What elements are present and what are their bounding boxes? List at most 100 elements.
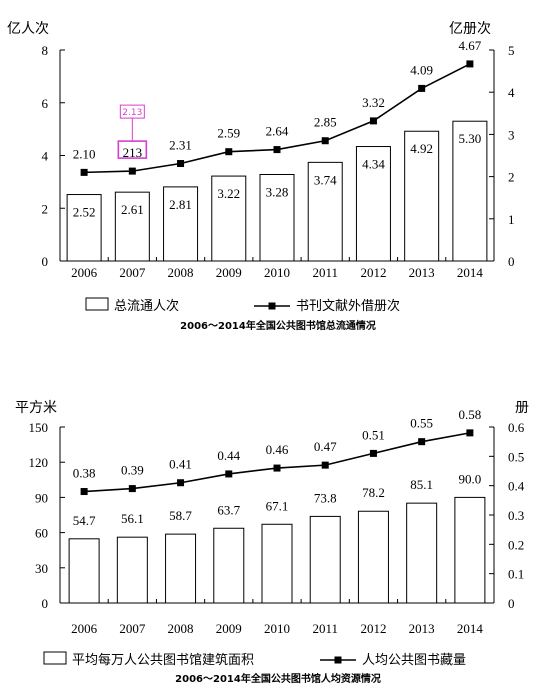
left-tick-label: 8 [42, 43, 49, 58]
right-axis-unit: 册 [515, 400, 529, 416]
x-tick-label: 2006 [71, 265, 98, 280]
line-point [466, 429, 474, 437]
bar-value-label: 56.1 [121, 511, 144, 526]
left-tick-label: 60 [35, 526, 48, 541]
bar-value-label: 78.2 [362, 485, 385, 500]
x-tick-label: 2012 [360, 621, 386, 636]
bar [309, 515, 341, 604]
bar [68, 538, 100, 604]
left-tick-label: 30 [35, 561, 48, 576]
right-tick-label: 5 [508, 43, 515, 58]
x-tick-label: 2006 [71, 621, 98, 636]
legend-bar-swatch [43, 651, 67, 665]
line-point [225, 470, 233, 478]
left-tick-label: 90 [35, 490, 48, 505]
bar-value-label: 3.28 [266, 184, 289, 199]
bar-value-label: 5.30 [459, 131, 482, 146]
bar-value-label: 58.7 [169, 508, 192, 523]
x-tick-label: 2011 [312, 621, 338, 636]
bar [116, 536, 148, 604]
line-value-label: 4.09 [410, 62, 433, 77]
bar-value-label: 2.61 [121, 202, 144, 217]
line-value-label: 4.67 [459, 38, 482, 53]
line-value-label: 0.46 [266, 442, 289, 457]
line-value-label: 0.41 [169, 457, 192, 472]
x-tick-label: 2010 [264, 621, 290, 636]
right-tick-label: 0 [508, 254, 515, 269]
line-value-label: 0.38 [73, 466, 96, 481]
annotation-text: 2.13 [122, 108, 142, 118]
chart-1: 0 2 4 6 8 0 1 2 3 4 5 2006 2007 2008 2009 2010 2011 2012 2… [7, 21, 515, 332]
bar-value-label: 2.52 [73, 205, 96, 220]
bar-value-label: 3.74 [314, 172, 337, 187]
right-axis-unit: 亿册次 [449, 21, 491, 37]
line-value-label: 2.31 [169, 138, 192, 153]
bar-value-label: 90.0 [459, 471, 482, 486]
chart-2: 0 30 60 90 120 150 0 0.1 0.2 0.3 0.4 0.5 0.6 2006 2007… [15, 400, 529, 685]
legend-line-label: 人均公共图书藏量 [362, 653, 466, 668]
bar [404, 130, 440, 262]
bar [355, 146, 391, 262]
bar [452, 120, 488, 262]
legend-line-label: 书刊文献外借册次 [296, 298, 400, 314]
x-tick-label: 2009 [216, 265, 242, 280]
chart-title: 2006～2014年全国公共图书馆人均资源情况 [175, 672, 381, 685]
left-axis-unit: 亿人次 [7, 21, 49, 37]
legend-bar-swatch [85, 297, 109, 311]
right-tick-label: 0.1 [508, 567, 524, 582]
x-tick-label: 2014 [457, 621, 484, 636]
bar [163, 186, 199, 262]
line-point [80, 168, 88, 176]
right-tick-label: 2 [508, 170, 515, 185]
left-tick-label: 0 [42, 596, 49, 611]
line-point [177, 479, 185, 487]
x-tick-label: 2007 [119, 265, 146, 280]
line-value-label: 2.59 [217, 126, 240, 141]
chart-title: 2006～2014年全国公共图书馆总流通情况 [180, 319, 376, 332]
x-tick-label: 2009 [216, 621, 242, 636]
bar-value-label: 4.34 [362, 157, 385, 172]
x-tick-label: 2007 [119, 621, 146, 636]
bar [213, 527, 245, 604]
legend-line-marker [334, 656, 342, 664]
right-tick-label: 0.4 [508, 479, 525, 494]
bar-value-label: 67.1 [266, 498, 289, 513]
legend-bar-label: 平均每万人公共图书馆建筑面积 [72, 652, 254, 668]
line-value-label: 0.44 [217, 448, 240, 463]
left-axis-unit: 平方米 [15, 400, 57, 416]
x-tick-label: 2013 [409, 621, 435, 636]
line-value-label: 0.55 [410, 416, 433, 431]
line-value-label: 0.39 [121, 463, 144, 478]
line-value-label: 2.10 [73, 146, 96, 161]
line-point [80, 488, 88, 496]
line-point [273, 146, 281, 154]
right-tick-label: 0.3 [508, 508, 524, 523]
bar [406, 502, 438, 604]
bar [357, 510, 389, 604]
right-tick-label: 4 [508, 85, 515, 100]
right-tick-label: 0.2 [508, 537, 524, 552]
x-tick-label: 2008 [168, 621, 194, 636]
bar-value-label: 4.92 [410, 141, 433, 156]
right-tick-label: 1 [508, 212, 515, 227]
bar [261, 523, 293, 604]
bar [307, 161, 343, 262]
x-tick-label: 2013 [409, 265, 435, 280]
left-tick-label: 4 [42, 149, 49, 164]
line-point [128, 485, 136, 493]
line-point [177, 160, 185, 168]
line-value-label: 213 [123, 145, 143, 160]
bar [211, 175, 247, 262]
line-value-label: 2.85 [314, 115, 337, 130]
annotation-box [119, 104, 145, 119]
right-tick-label: 0 [508, 596, 515, 611]
line-point [321, 461, 329, 469]
bar-value-label: 85.1 [410, 477, 433, 492]
line-value-label: 0.58 [459, 407, 482, 422]
line-point [225, 148, 233, 156]
bar-value-label: 54.7 [73, 513, 96, 528]
x-tick-label: 2011 [312, 265, 338, 280]
line-point [321, 137, 329, 145]
bar [66, 194, 102, 262]
